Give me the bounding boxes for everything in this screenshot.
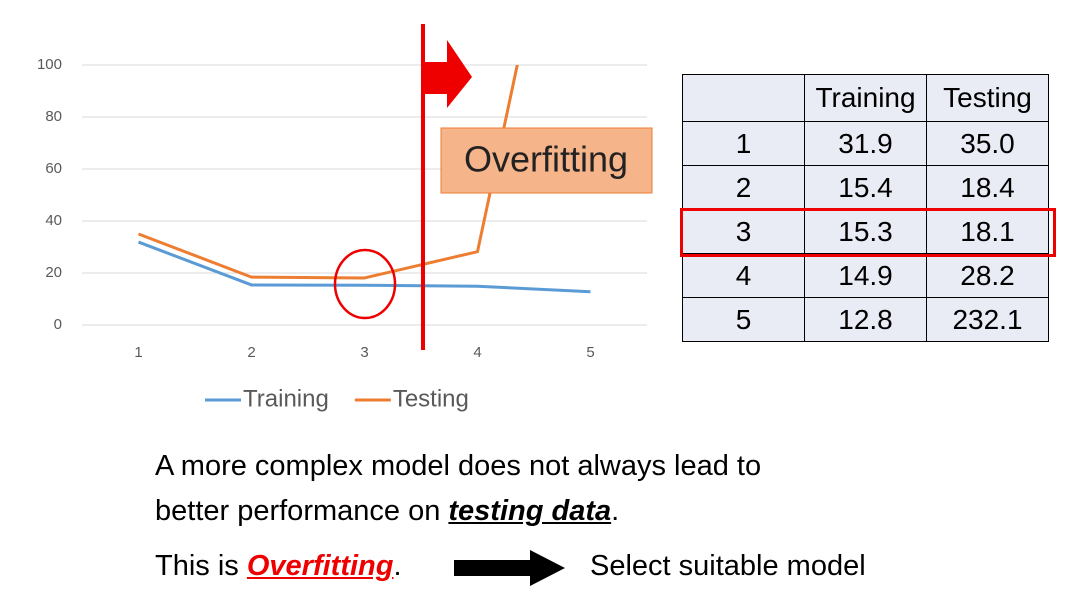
y-tick-label: 100 bbox=[37, 56, 62, 73]
table-cell: 31.9 bbox=[804, 121, 927, 166]
table-cell: 15.4 bbox=[804, 165, 927, 210]
table-row: 3 15.3 18.1 bbox=[682, 209, 1049, 254]
plot bbox=[137, 65, 591, 294]
table-cell: Testing bbox=[926, 74, 1049, 122]
y-tick-label: 20 bbox=[45, 264, 62, 281]
table-cell: 12.8 bbox=[804, 297, 927, 342]
legend-label: Training bbox=[243, 385, 329, 412]
arrow-icon bbox=[454, 550, 565, 586]
x-tick-label: 2 bbox=[247, 344, 255, 361]
table-cell: 5 bbox=[682, 297, 805, 342]
y-tick-label: 40 bbox=[45, 212, 62, 229]
table-cell: 15.3 bbox=[804, 209, 927, 254]
table-row: 4 14.9 28.2 bbox=[682, 253, 1049, 298]
text: . bbox=[611, 495, 620, 527]
emphasis: Overfitting bbox=[246, 550, 394, 582]
grid: 0 20 40 60 80 100 1 2 3 4 5 bbox=[37, 56, 647, 361]
row-highlight bbox=[680, 208, 1056, 257]
table-row: 5 12.8 232.1 bbox=[682, 297, 1049, 342]
x-tick-label: 4 bbox=[473, 344, 481, 361]
arrow bbox=[425, 40, 472, 108]
table-cell: 28.2 bbox=[926, 253, 1049, 298]
x-tick-label: 3 bbox=[360, 344, 368, 361]
action: Select suitable model bbox=[590, 550, 866, 583]
series-line bbox=[137, 240, 591, 294]
x-tick-label: 5 bbox=[586, 344, 594, 361]
text: This is bbox=[155, 550, 239, 582]
table-cell: 232.1 bbox=[926, 297, 1049, 342]
annotation: Overfitting bbox=[464, 139, 628, 180]
table-header: Training Testing bbox=[682, 74, 1049, 122]
y-tick-label: 0 bbox=[54, 316, 62, 333]
text: A more complex model does not always lea… bbox=[155, 450, 762, 482]
text: . bbox=[393, 550, 402, 582]
table-cell: 14.9 bbox=[804, 253, 927, 298]
legend-label: Testing bbox=[393, 385, 469, 412]
y-tick-label: 80 bbox=[45, 108, 62, 125]
table-cell: 1 bbox=[682, 121, 805, 166]
series-line bbox=[137, 65, 519, 280]
y-tick-label: 60 bbox=[45, 160, 62, 177]
table-cell bbox=[682, 74, 805, 122]
table-cell: Training bbox=[804, 74, 927, 122]
table-cell: 4 bbox=[682, 253, 805, 298]
table-row: 1 31.9 35.0 bbox=[682, 121, 1049, 166]
highlight-circle bbox=[333, 248, 397, 320]
table-row: 2 15.4 18.4 bbox=[682, 165, 1049, 210]
table-cell: 18.4 bbox=[926, 165, 1049, 210]
table: Training Testing 1 31.9 35.0 2 15.4 18.4 3 15.3 18… bbox=[682, 74, 1049, 342]
chart: 0 20 40 60 80 100 1 2 3 4 5 Overfitting Training Te… bbox=[37, 24, 653, 412]
table-cell: 35.0 bbox=[926, 121, 1049, 166]
x-tick-label: 1 bbox=[134, 344, 142, 361]
table-cell: 2 bbox=[682, 165, 805, 210]
annotation-box bbox=[440, 127, 653, 194]
table-cell: 18.1 bbox=[926, 209, 1049, 254]
emphasis: testing data bbox=[448, 495, 612, 527]
conclusion: This is Overfitting. bbox=[155, 550, 402, 583]
text: Select suitable model bbox=[590, 550, 866, 582]
sentence-line-1: A more complex model does not always lea… bbox=[155, 450, 761, 483]
sentence-line-2: better performance on testing data. bbox=[155, 495, 619, 528]
text: better performance on bbox=[155, 495, 441, 527]
